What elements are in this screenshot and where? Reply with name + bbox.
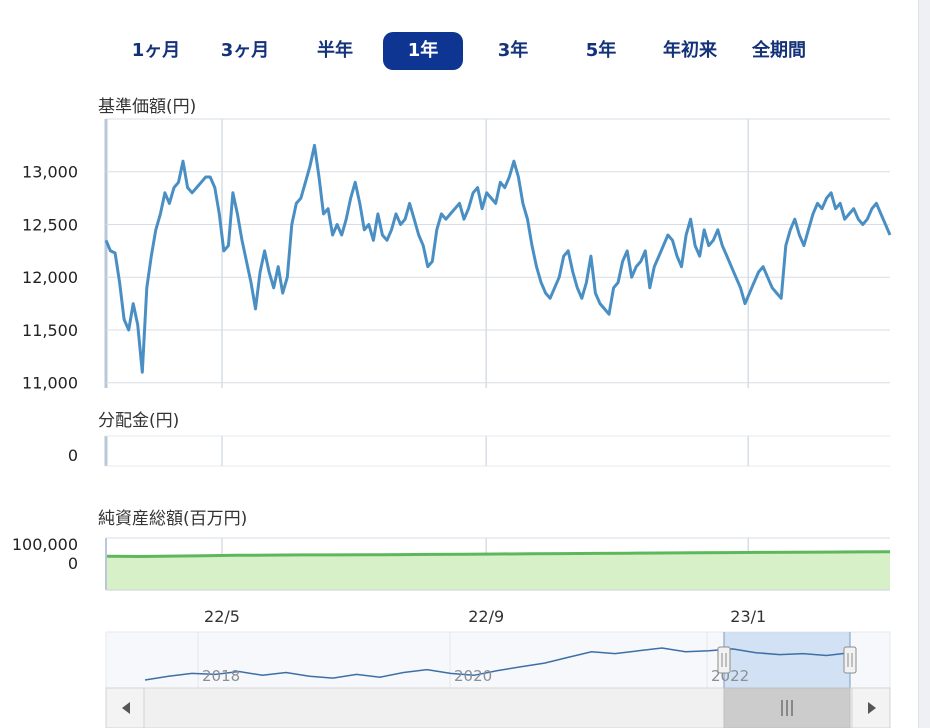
x-tick-label: 23/1: [730, 607, 766, 626]
x-tick-label: 22/9: [468, 607, 504, 626]
price-chart-title: 基準価額(円): [98, 97, 197, 117]
distribution-vertical-grid: [221, 436, 749, 466]
net-assets-y-tick: 100,000: [12, 535, 78, 554]
net-assets-line[interactable]: [105, 550, 891, 559]
price-y-tick: 11,500: [22, 321, 78, 340]
navigator-year-label: 2020: [454, 667, 492, 685]
tab-3-years[interactable]: 3年: [497, 40, 529, 61]
price-y-tick: 13,000: [22, 163, 78, 182]
price-y-tick: 11,000: [22, 374, 78, 393]
tab-3-months[interactable]: 3ヶ月: [220, 40, 270, 61]
range-tab-bar: 1ヶ月 3ヶ月 半年 1年 3年 5年 年初来 全期間: [0, 28, 920, 72]
tab-1-year[interactable]: 1年: [383, 32, 463, 70]
navigator-selected-window[interactable]: [724, 632, 850, 688]
scrollbar-grip-icon: [781, 700, 793, 716]
tab-1-month[interactable]: 1ヶ月: [131, 40, 181, 61]
price-series-line[interactable]: [104, 143, 892, 374]
net-assets-chart-title: 純資産総額(百万円): [98, 509, 248, 529]
x-tick-label: 22/5: [204, 607, 240, 626]
price-y-tick: 12,500: [22, 215, 78, 234]
chevron-left-icon: [122, 702, 130, 714]
range-navigator[interactable]: 2018 2020 2022: [105, 631, 891, 689]
navigator-year-labels: 2018 2020 2022: [202, 667, 749, 685]
price-y-tick: 12,000: [22, 268, 78, 287]
tab-year-to-date[interactable]: 年初来: [663, 40, 717, 61]
navigator-year-label: 2018: [202, 667, 240, 685]
tab-half-year[interactable]: 半年: [317, 40, 353, 61]
x-axis-labels: 22/5 22/9 23/1: [204, 607, 766, 626]
navigator-left-handle[interactable]: [717, 646, 731, 674]
chevron-right-icon: [868, 702, 876, 714]
distribution-chart-title: 分配金(円): [98, 411, 180, 431]
page-vertical-scrollbar[interactable]: [918, 0, 930, 728]
tab-all-time[interactable]: 全期間: [752, 40, 806, 61]
price-y-ticks: 13,000 12,500 12,000 11,500 11,000: [22, 163, 78, 393]
navigator-right-handle[interactable]: [843, 646, 857, 674]
distribution-y-tick-0: 0: [68, 446, 78, 465]
net-assets-area: [106, 551, 890, 590]
navigator-grid: [197, 632, 708, 688]
navigator-series-line: [144, 647, 851, 681]
tab-5-years[interactable]: 5年: [585, 40, 617, 61]
price-grid: [106, 119, 890, 388]
navigator-scrollbar[interactable]: [105, 687, 891, 728]
net-assets-y-tick: 0: [68, 554, 78, 573]
